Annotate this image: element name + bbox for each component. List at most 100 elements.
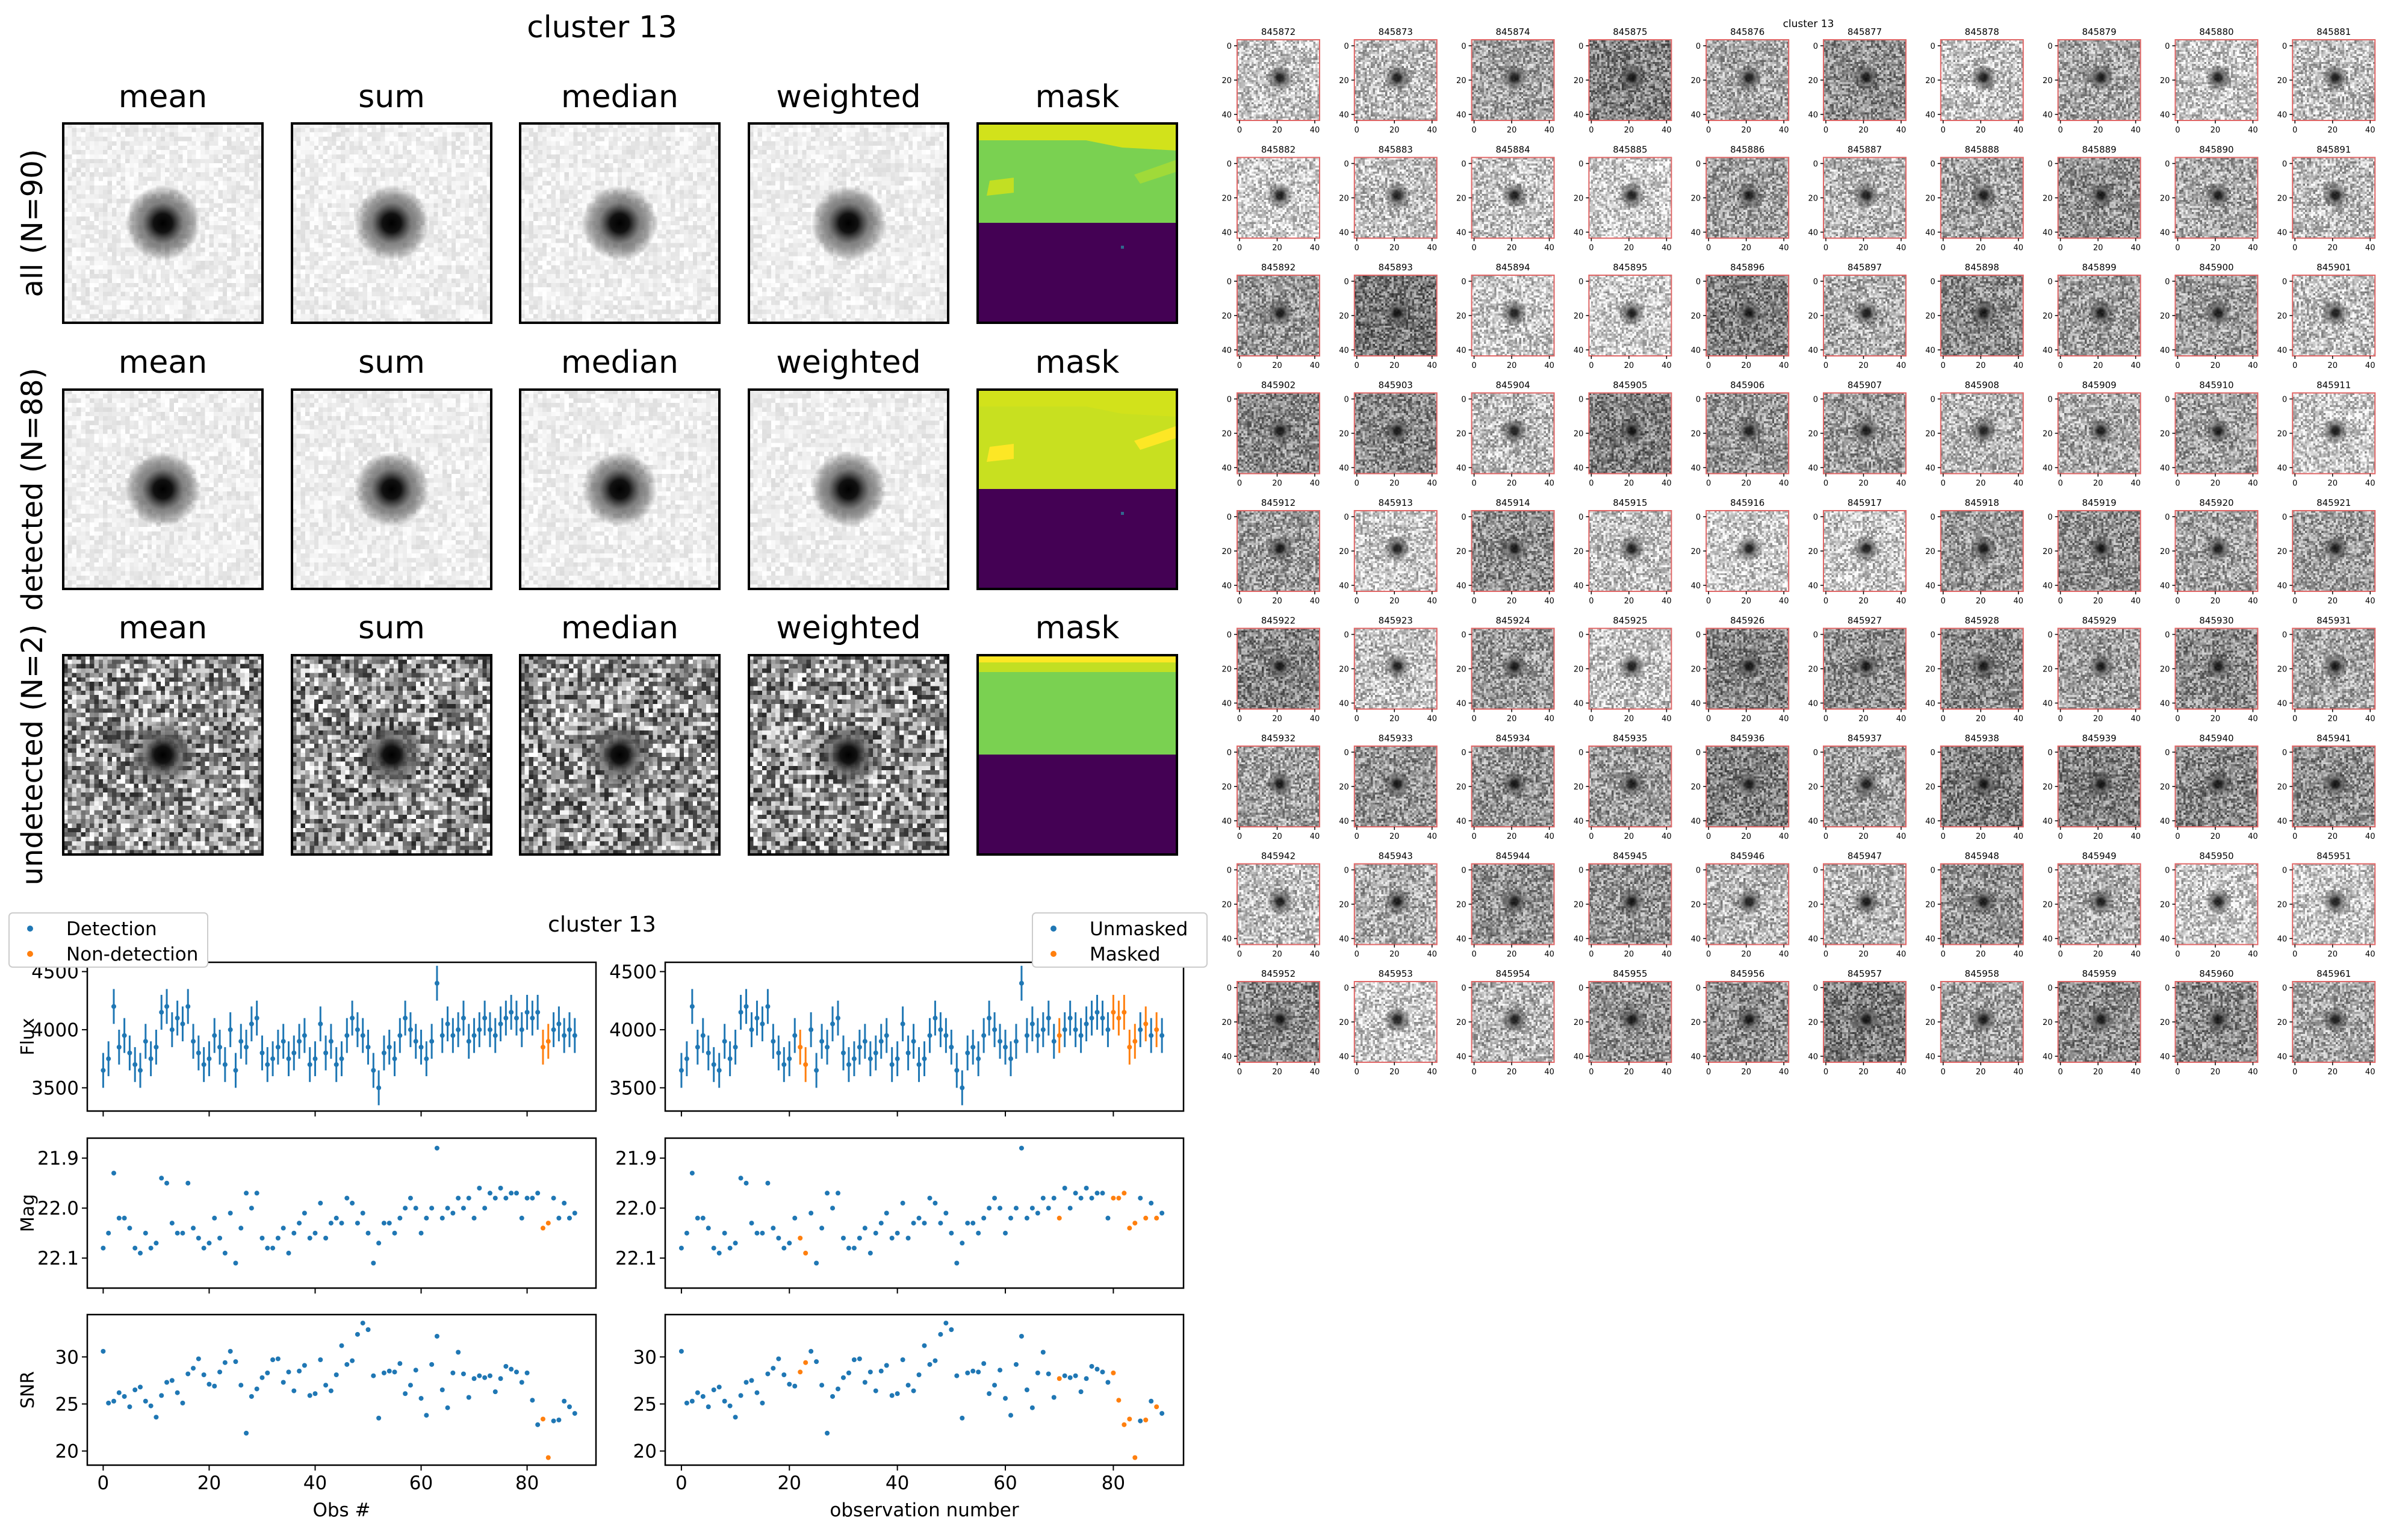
lightcurve-subplot-flux: 3500 4000 4500	[609, 961, 1185, 1116]
tick-label: 40	[1310, 832, 1320, 841]
data-point	[307, 1062, 312, 1067]
data-point	[503, 1363, 509, 1369]
data-point	[201, 1372, 206, 1377]
tick-label: 20	[1691, 430, 1701, 439]
data-point	[798, 1236, 803, 1241]
data-point	[695, 1215, 700, 1221]
tick-label: 40	[2248, 244, 2258, 253]
tick-label: 0	[1227, 160, 1232, 169]
tick-label: 0	[1354, 597, 1359, 606]
tick-label: 0	[2047, 160, 2052, 169]
data-point	[127, 1225, 132, 1231]
cutout-id: 845888	[1965, 145, 1999, 155]
tick-label: 40	[2014, 950, 2024, 959]
cutout-id: 845889	[2082, 145, 2116, 155]
data-point	[408, 1195, 413, 1201]
data-point	[323, 1050, 329, 1056]
data-point	[722, 1230, 727, 1236]
data-point	[212, 1033, 217, 1038]
data-point	[164, 1380, 170, 1385]
tick-label: 0	[1823, 479, 1828, 488]
data-point	[1073, 1191, 1078, 1196]
tick-label: 20	[1925, 195, 1935, 204]
tick-label: 0	[1706, 832, 1711, 841]
data-point	[727, 1245, 733, 1251]
data-point	[466, 1395, 471, 1400]
tick-label: 20	[1221, 901, 1232, 910]
cutout-thumbnail: 845872 0 20 40 0 20 40	[1221, 26, 1320, 135]
tick-label: 20	[2043, 312, 2053, 321]
tick-label: 40	[2160, 935, 2170, 944]
data-point	[477, 1186, 482, 1191]
data-point	[976, 1369, 981, 1375]
data-point	[981, 1215, 987, 1221]
data-point	[851, 1056, 857, 1062]
star-blob	[2205, 182, 2232, 209]
data-point	[355, 1027, 360, 1032]
data-point	[749, 1027, 754, 1032]
data-point	[540, 1225, 545, 1231]
tick-label: 20	[1272, 715, 1282, 724]
data-point	[254, 1015, 259, 1021]
tick-label: 20	[1858, 597, 1869, 606]
data-point	[927, 1195, 932, 1201]
tick-label: 40	[2277, 582, 2288, 591]
cutout-id: 845873	[1379, 26, 1413, 37]
cutout-id: 845916	[1730, 497, 1764, 508]
tick-label: 40	[1310, 479, 1320, 488]
tick-label: 40	[1310, 1068, 1320, 1077]
cutout-thumbnail: 845885 0 20 40 0 20 40	[1574, 145, 1672, 253]
tick-label: 40	[1544, 597, 1554, 606]
cutout-thumbnail: 845945 0 20 40 0 20 40	[1574, 851, 1672, 959]
star-blob	[582, 452, 657, 527]
column-title: weighted	[776, 79, 920, 115]
data-point	[1100, 1191, 1105, 1196]
star-blob	[1736, 770, 1763, 797]
mask-block	[978, 672, 1177, 755]
tick-label: 40	[1427, 597, 1438, 606]
legend-box	[8, 912, 208, 968]
data-point	[678, 1068, 684, 1073]
tick-label: 40	[1896, 832, 1907, 841]
cutout-id: 845951	[2316, 851, 2351, 862]
mask-block	[1121, 246, 1124, 249]
tick-label: 20	[1808, 312, 1818, 321]
cutout-thumbnail: 845947 0 20 40 0 20 40	[1808, 851, 1907, 959]
data-point	[222, 1062, 228, 1067]
star-blob	[1618, 653, 1645, 680]
tick-label: 40	[1808, 1053, 1818, 1062]
data-point	[376, 1241, 382, 1246]
data-point	[371, 1373, 376, 1378]
tick-label: 0	[1578, 749, 1583, 758]
data-point	[684, 1400, 689, 1406]
stack-panel-title: cluster 13	[527, 10, 677, 45]
star-blob	[1384, 770, 1411, 797]
data-point	[1122, 1009, 1127, 1015]
tick-label: 20	[1389, 244, 1400, 253]
tick-label: 0	[2292, 479, 2297, 488]
tick-label: 40	[2130, 361, 2141, 370]
cutout-id: 845909	[2082, 380, 2116, 391]
data-point	[922, 1056, 927, 1062]
data-point	[943, 1210, 949, 1216]
tick-label: 40	[2248, 126, 2258, 135]
cutout-thumbnail: 845887 0 20 40 0 20 40	[1808, 145, 1907, 253]
image-frame	[62, 388, 264, 590]
tick-label: 40	[2043, 111, 2053, 120]
tick-label: 20	[1808, 901, 1818, 910]
star-blob	[2205, 1006, 2232, 1033]
tick-label: 0	[2282, 749, 2287, 758]
column-title: mask	[1035, 79, 1120, 115]
data-point	[1143, 1418, 1149, 1422]
cutout-thumbnail: 845930 0 20 40 0 20 40	[2160, 615, 2259, 724]
data-point	[456, 1350, 461, 1355]
tick-label: 20	[1507, 361, 1517, 370]
tick-label: 20	[2093, 1068, 2103, 1077]
data-point	[689, 1171, 695, 1176]
tick-label: 20	[1389, 126, 1400, 135]
cutout-thumbnail: 845882 0 20 40 0 20 40	[1221, 145, 1320, 253]
data-point	[429, 1039, 435, 1044]
tick-label: 0	[2175, 126, 2180, 135]
data-point	[530, 1195, 535, 1201]
tick-label: 0	[1237, 479, 1242, 488]
